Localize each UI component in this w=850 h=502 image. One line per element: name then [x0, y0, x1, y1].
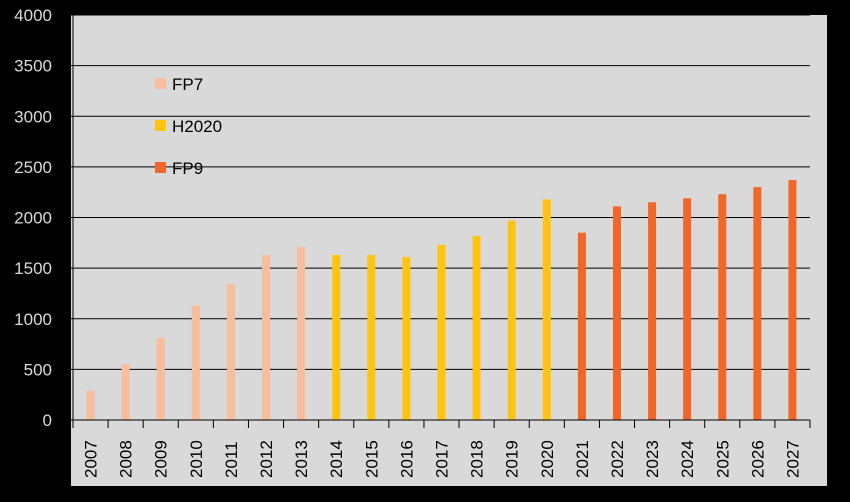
- bar: [121, 364, 130, 420]
- x-axis: 2007 2008 2009 2010 2011 2012 2013 2014 2015 2016…: [72, 419, 811, 478]
- x-tick-label: 2017: [433, 440, 452, 478]
- x-tick-label: 2021: [573, 440, 592, 478]
- x-tick-label: 2016: [397, 440, 416, 478]
- bar: [262, 254, 271, 420]
- y-tick-label: 4000: [14, 6, 52, 25]
- bar: [86, 390, 95, 420]
- bar: [683, 198, 692, 420]
- x-tick-label: 2011: [222, 441, 241, 478]
- y-tick-label: 2500: [14, 158, 52, 177]
- x-tick-label: 2022: [608, 440, 627, 478]
- x-tick-label: 2012: [257, 440, 276, 478]
- bar: [332, 254, 341, 420]
- y-tick-label: 500: [24, 360, 52, 379]
- legend-label: FP7: [172, 75, 203, 94]
- y-tick-label: 3000: [14, 107, 52, 126]
- y-axis: 0 500 1000 1500 2000 2500 3000 3500 4000: [14, 6, 74, 430]
- x-tick-label: 2013: [292, 440, 311, 478]
- x-tick-label: 2019: [503, 440, 522, 478]
- bar: [542, 199, 551, 420]
- legend: FP7 H2020 FP9: [155, 75, 222, 178]
- x-tick-label: 2024: [678, 440, 697, 478]
- y-tick-label: 3500: [14, 57, 52, 76]
- bar: [577, 232, 586, 420]
- x-tick-label: 2020: [538, 440, 557, 478]
- x-tick-label: 2026: [748, 440, 767, 478]
- bar: [788, 180, 797, 420]
- y-tick-label: 0: [43, 411, 52, 430]
- legend-swatch: [155, 78, 166, 89]
- bar: [718, 194, 727, 420]
- legend-swatch: [155, 120, 166, 131]
- x-tick-label: 2015: [362, 440, 381, 478]
- bar: [472, 235, 481, 420]
- bar: [297, 246, 306, 420]
- bars: [86, 180, 797, 420]
- legend-swatch: [155, 162, 166, 173]
- x-tick-label: 2014: [327, 440, 346, 478]
- legend-label: FP9: [172, 159, 203, 178]
- legend-label: H2020: [172, 117, 222, 136]
- x-tick-label: 2009: [152, 440, 171, 478]
- x-tick-label: 2025: [713, 440, 732, 478]
- bar: [156, 337, 165, 420]
- x-tick-label: 2008: [117, 440, 136, 478]
- bar: [226, 284, 235, 420]
- x-tick-label: 2007: [82, 440, 101, 478]
- x-tick-label: 2023: [643, 440, 662, 478]
- x-tick-label: 2010: [187, 440, 206, 478]
- y-tick-label: 2000: [14, 209, 52, 228]
- y-tick-label: 1500: [14, 259, 52, 278]
- bar: [648, 202, 657, 420]
- bar: [402, 256, 411, 420]
- bar: [437, 244, 446, 420]
- bar: [507, 220, 516, 420]
- x-tick-label: 2027: [783, 440, 802, 478]
- x-axis-band: [71, 423, 827, 486]
- bar: [191, 305, 200, 420]
- bar: [367, 254, 376, 420]
- bar: [753, 187, 762, 420]
- y-tick-label: 1000: [14, 310, 52, 329]
- x-tick-label: 2018: [468, 440, 487, 478]
- bar: [612, 206, 621, 420]
